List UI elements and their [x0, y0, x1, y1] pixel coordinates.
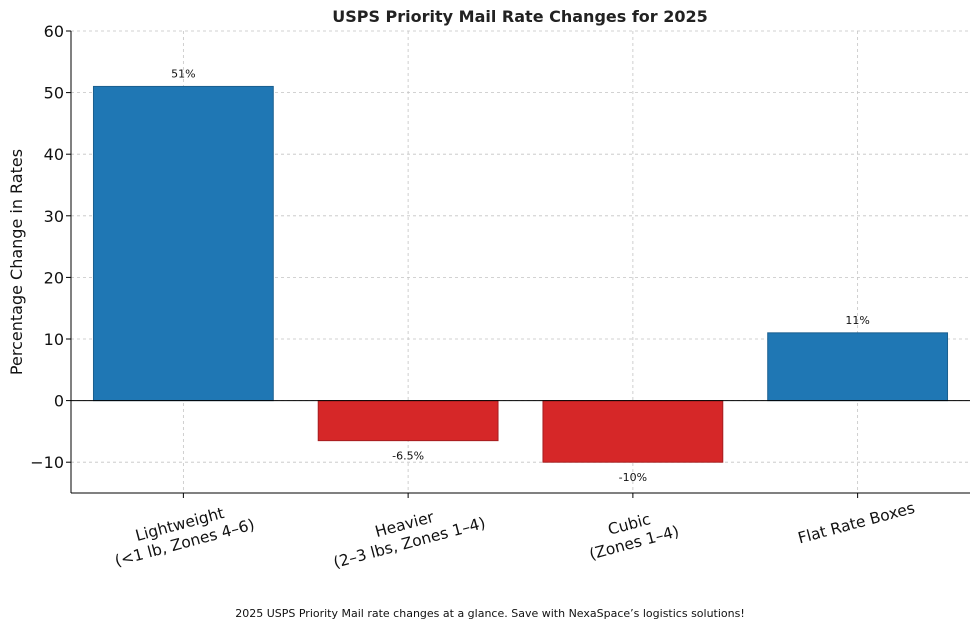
y-tick-label: 0 — [54, 392, 64, 411]
bar — [317, 400, 499, 442]
y-tick-label: 50 — [44, 84, 64, 103]
bar — [767, 332, 949, 402]
chart-caption: 2025 USPS Priority Mail rate changes at … — [235, 607, 745, 620]
y-tick-label: 30 — [44, 207, 64, 226]
y-tick-label: 40 — [44, 145, 64, 164]
y-tick-label: −10 — [30, 453, 64, 472]
y-tick-label: 60 — [44, 22, 64, 41]
x-tick-label: Cubic(Zones 1–4) — [582, 504, 680, 564]
y-tick-label: 10 — [44, 330, 64, 349]
data-label: -6.5% — [392, 450, 424, 463]
chart-title: USPS Priority Mail Rate Changes for 2025 — [332, 7, 708, 26]
data-label: -10% — [619, 471, 647, 484]
bars — [92, 85, 949, 463]
y-axis-label: Percentage Change in Rates — [7, 149, 26, 375]
x-tick-label: Lightweight(<1 lb, Zones 4–6) — [108, 497, 256, 570]
x-tick-label: Heavier(2–3 lbs, Zones 1–4) — [327, 496, 488, 572]
bar — [542, 400, 724, 463]
data-label: 51% — [171, 67, 195, 80]
data-labels: 51% -6.5% -10% 11% — [171, 67, 870, 484]
data-label: 11% — [845, 314, 869, 327]
bar-chart: −10 0 10 20 30 40 50 60 Lightweight(<1 lb, Zones… — [7, 7, 970, 572]
bar — [92, 85, 274, 402]
y-tick-label: 20 — [44, 268, 64, 287]
x-tick-label: Flat Rate Boxes — [796, 499, 917, 547]
